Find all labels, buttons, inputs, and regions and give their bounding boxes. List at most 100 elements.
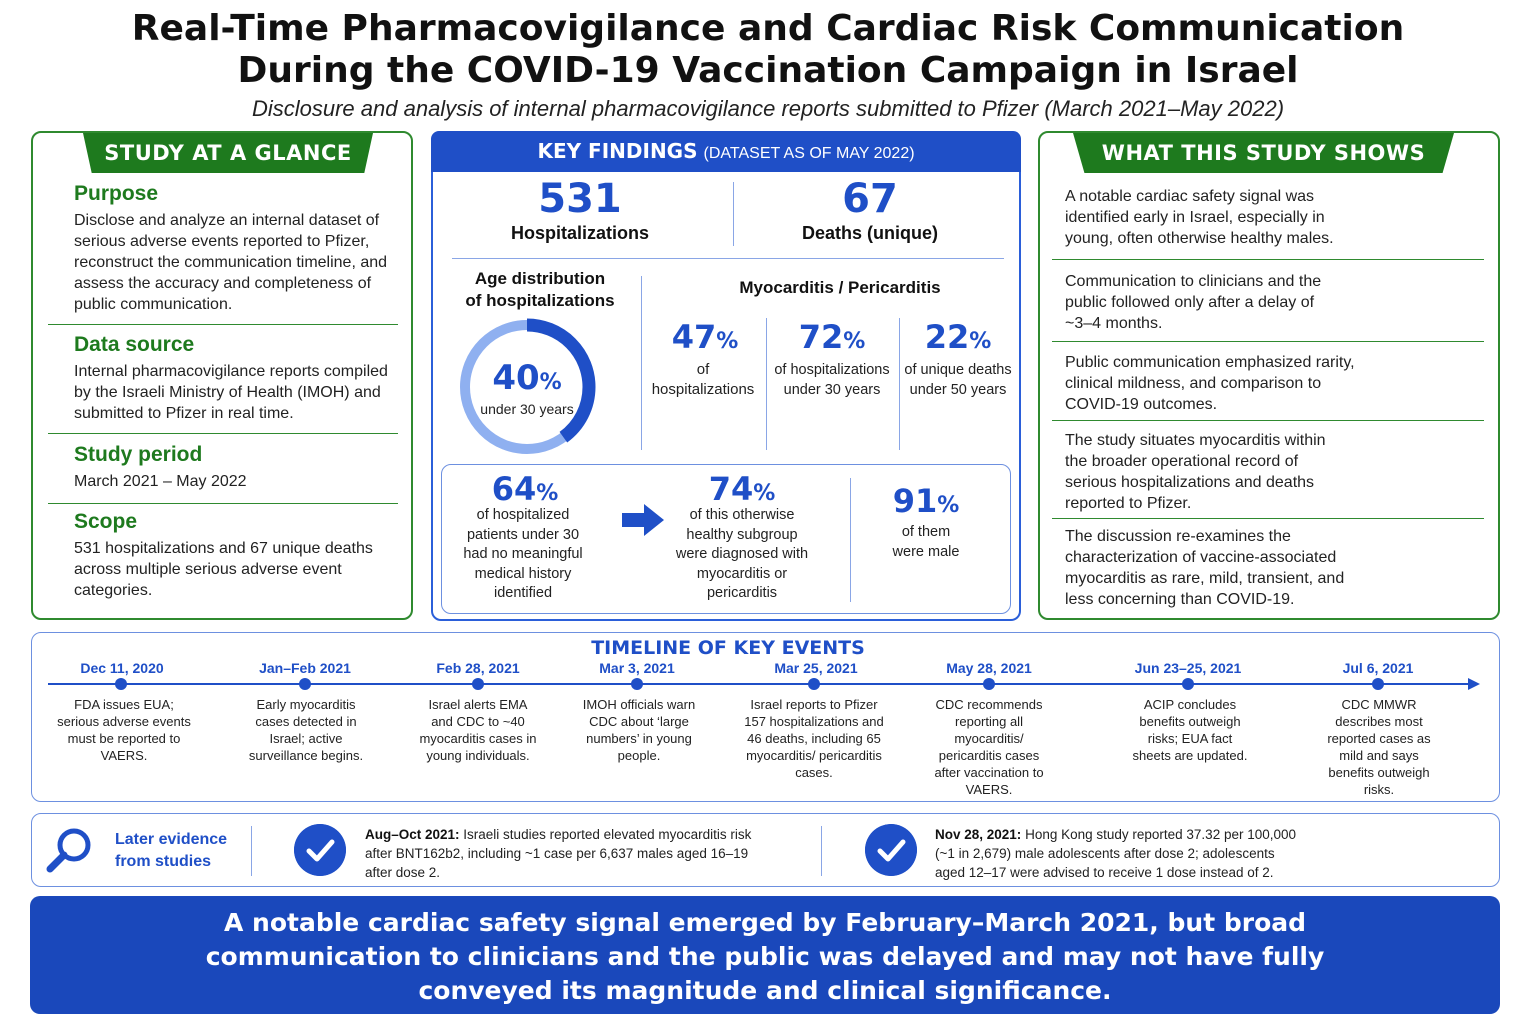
arrow-right-icon	[622, 504, 664, 536]
timeline-axis	[48, 678, 1480, 690]
timeline-event-text: ACIP concludes benefits outweigh risks; …	[1132, 697, 1248, 763]
pct-sign: %	[716, 329, 739, 354]
myo-stat-label: of hospitalizations under 30 years	[769, 360, 895, 400]
timeline-panel	[31, 632, 1500, 802]
divider	[1052, 518, 1484, 519]
timeline-dot	[299, 678, 311, 690]
timeline-date: Jan–Feb 2021	[259, 660, 351, 676]
timeline-event-text: CDC MMWR describes most reported cases a…	[1327, 697, 1431, 797]
later-evidence-date: Nov 28, 2021:	[935, 827, 1022, 842]
glance-text: Internal pharmacovigilance reports compi…	[74, 363, 388, 422]
magnifier-icon	[46, 828, 91, 873]
pct-number: 74	[708, 470, 754, 508]
timeline-event-text: CDC recommends reporting all myocarditis…	[934, 697, 1044, 797]
title-line-1: Real-Time Pharmacovigilance and Cardiac …	[131, 8, 1405, 49]
timeline-date: Feb 28, 2021	[436, 660, 520, 676]
shows-item: The discussion re-examines the character…	[1065, 528, 1345, 608]
later-evidence-item: Nov 28, 2021: Hong Kong study reported 3…	[935, 825, 1307, 882]
label-line: of hospitalizations	[774, 362, 890, 378]
divider	[48, 503, 398, 504]
shows-item: Public communication emphasized rarity, …	[1065, 354, 1355, 413]
timeline-title: TIMELINE OF KEY EVENTS	[591, 637, 865, 659]
study-at-a-glance-panel	[31, 131, 413, 620]
timeline-dot	[631, 678, 643, 690]
divider	[452, 258, 1004, 259]
glance-text: March 2021 – May 2022	[74, 473, 247, 490]
later-evidence-date: Aug–Oct 2021:	[365, 827, 460, 842]
glance-heading: Study period	[74, 443, 203, 466]
label-line: pericarditis	[706, 585, 778, 601]
pct-number: 72	[798, 318, 844, 356]
label-line: medical history	[474, 565, 572, 582]
age-title-line-2: of hospitalizations	[465, 291, 615, 310]
title-line-2: During the COVID-19 Vaccination Campaign…	[237, 50, 1299, 91]
timeline-dot	[983, 678, 995, 690]
deaths-label: Deaths (unique)	[801, 223, 938, 243]
divider	[641, 276, 642, 450]
pct-sign: %	[753, 481, 776, 506]
myo-stat-under-30: 72%	[775, 318, 889, 356]
label-line: under 50 years	[909, 382, 1007, 398]
timeline-dot	[1182, 678, 1194, 690]
myo-stat-label: of unique deaths under 50 years	[900, 360, 1016, 400]
divider	[766, 318, 767, 450]
age-under-30-percent: 40%	[470, 358, 584, 398]
glance-purpose: Purpose Disclose and analyze an internal…	[74, 182, 394, 315]
timeline-event-text: IMOH officials warn CDC about ‘large num…	[582, 697, 696, 763]
label-line: hospitalizations	[651, 381, 755, 398]
subgroup-box	[441, 464, 1011, 614]
what-this-study-shows-panel	[1038, 131, 1500, 620]
glance-text: Disclose and analyze an internal dataset…	[74, 212, 388, 313]
page-subtitle: Disclosure and analysis of internal phar…	[251, 96, 1285, 121]
shows-tab: WHAT THIS STUDY SHOWS	[1073, 133, 1454, 173]
pct-number: 91	[892, 482, 938, 520]
timeline-date: Mar 25, 2021	[774, 660, 858, 676]
glance-heading: Data source	[74, 333, 195, 356]
label-line: of unique deaths	[904, 362, 1012, 378]
label-line: identified	[493, 585, 553, 601]
page-title: Real-Time Pharmacovigilance and Cardiac …	[0, 8, 1536, 92]
check-circle-icon	[865, 824, 917, 876]
later-evidence-panel	[31, 813, 1500, 887]
pct-sign: %	[539, 370, 562, 395]
divider	[1052, 259, 1484, 260]
divider	[899, 318, 900, 450]
hospitalizations-label: Hospitalizations	[510, 223, 649, 243]
label-line: were diagnosed with	[675, 546, 809, 562]
pct-number: 40	[492, 358, 540, 398]
myo-stat-hospitalizations: 47%	[648, 318, 762, 356]
label-line: Later evidence	[115, 831, 228, 848]
divider	[1052, 341, 1484, 342]
divider	[733, 182, 734, 246]
donut-arc-under-30	[458, 318, 596, 456]
glance-heading: Scope	[74, 510, 138, 533]
label-line: of hospitalized	[476, 507, 570, 523]
timeline-dot	[1372, 678, 1384, 690]
myo-stat-deaths-under-50: 22%	[901, 318, 1015, 356]
timeline-event-text: Israel reports to Pfizer 157 hospitaliza…	[744, 697, 884, 780]
timeline-dot	[115, 678, 127, 690]
divider	[1052, 420, 1484, 421]
hospitalizations-value: 531	[538, 176, 622, 222]
later-evidence-text: Israeli studies reported elevated myocar…	[365, 827, 752, 880]
conclusion-banner: A notable cardiac safety signal emerged …	[30, 896, 1500, 1014]
shows-item: Communication to clinicians and the publ…	[1065, 273, 1322, 332]
label-line: healthy subgroup	[686, 526, 798, 543]
label-line: of them	[901, 524, 951, 540]
divider	[821, 826, 822, 876]
key-findings-title: KEY FINDINGS	[537, 139, 698, 163]
glance-tab: STUDY AT A GLANCE	[83, 133, 373, 173]
timeline-dot	[472, 678, 484, 690]
divider	[850, 478, 851, 602]
subgroup-stat-label: of this otherwise healthy subgroup were …	[666, 506, 818, 604]
subgroup-stat-label: of them were male	[866, 523, 986, 562]
label-line: were male	[892, 543, 960, 560]
pct-sign: %	[536, 481, 559, 506]
timeline-date: May 28, 2021	[946, 660, 1032, 676]
pct-number: 22	[924, 318, 970, 356]
shows-item: A notable cardiac safety signal was iden…	[1065, 188, 1334, 247]
timeline-event-text: FDA issues EUA; serious adverse events m…	[57, 697, 191, 763]
later-evidence-label: Later evidence from studies	[115, 829, 227, 873]
subgroup-stat-no-history: 64%	[468, 470, 582, 508]
later-evidence-text: Hong Kong study reported 37.32 per 100,0…	[935, 827, 1297, 880]
